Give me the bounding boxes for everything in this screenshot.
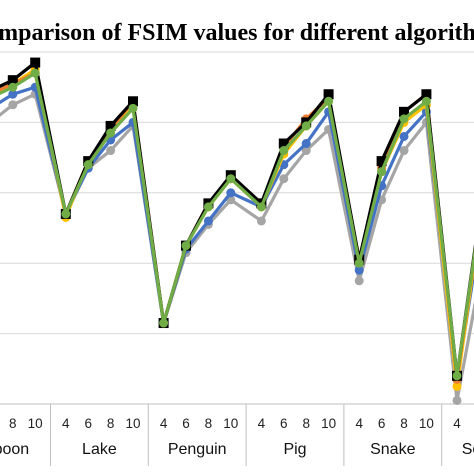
- data-point: [377, 167, 387, 177]
- data-point: [399, 106, 409, 117]
- x-tick-label: 4: [453, 416, 461, 431]
- x-group-label: Lake: [82, 441, 117, 458]
- x-axis-labels: 46810Baboon46810Lake46810Penguin46810Pig…: [0, 416, 474, 458]
- x-tick-label: 10: [28, 416, 43, 431]
- x-group-label: Penguin: [168, 441, 227, 458]
- data-point: [256, 202, 266, 212]
- x-tick-label: 8: [205, 416, 213, 431]
- chart-title: Comparison of FSIM values for different …: [0, 20, 474, 46]
- data-point: [8, 100, 18, 110]
- data-point: [452, 381, 462, 391]
- x-axis: [0, 403, 474, 466]
- data-point: [226, 188, 236, 198]
- x-tick-label: 10: [419, 416, 434, 431]
- data-point: [203, 202, 213, 212]
- data-point: [128, 103, 138, 113]
- x-tick-label: 10: [321, 416, 336, 431]
- data-point: [7, 75, 18, 86]
- data-point: [376, 156, 387, 167]
- data-point: [106, 128, 116, 138]
- data-point: [30, 68, 40, 78]
- data-point: [181, 241, 191, 251]
- series-line: [0, 71, 474, 378]
- x-tick-label: 10: [125, 416, 140, 431]
- x-tick-label: 4: [258, 416, 266, 431]
- data-point: [83, 160, 93, 170]
- data-point: [301, 146, 311, 156]
- data-point: [8, 82, 18, 92]
- data-point: [354, 265, 364, 275]
- data-point: [399, 114, 409, 124]
- data-point: [421, 96, 431, 106]
- x-group-label: Snake: [370, 441, 415, 458]
- data-point: [106, 146, 116, 156]
- data-point: [324, 96, 334, 106]
- data-point: [256, 216, 266, 226]
- data-point: [30, 57, 41, 68]
- x-tick-label: 10: [223, 416, 238, 431]
- series-layer: [0, 57, 474, 405]
- data-point: [323, 89, 334, 100]
- data-point: [203, 216, 213, 226]
- data-point: [354, 276, 364, 286]
- x-tick-label: 8: [400, 416, 408, 431]
- data-point: [279, 146, 289, 156]
- x-tick-label: 6: [378, 416, 386, 431]
- x-tick-label: 6: [280, 416, 288, 431]
- data-point: [105, 120, 116, 131]
- data-point: [354, 258, 364, 268]
- gridlines: [0, 51, 474, 335]
- data-point: [159, 318, 169, 328]
- x-tick-label: 6: [182, 416, 190, 431]
- x-tick-label: 8: [9, 416, 17, 431]
- data-point: [399, 146, 409, 156]
- series-6: [0, 68, 474, 381]
- data-point: [278, 138, 289, 149]
- x-tick-label: 4: [160, 416, 168, 431]
- data-point: [8, 89, 18, 99]
- x-group-label: Soldiers: [462, 441, 474, 458]
- x-group-label: Baboon: [0, 441, 29, 458]
- data-point: [399, 131, 409, 141]
- data-point: [128, 96, 138, 107]
- data-point: [301, 121, 311, 131]
- x-tick-label: 8: [107, 416, 115, 431]
- data-point: [279, 174, 289, 184]
- data-point: [301, 139, 311, 149]
- x-tick-label: 8: [302, 416, 310, 431]
- x-group-label: Pig: [283, 441, 306, 458]
- data-point: [452, 371, 462, 381]
- x-tick-label: 4: [355, 416, 363, 431]
- x-tick-label: 4: [62, 416, 70, 431]
- x-tick-label: 6: [84, 416, 92, 431]
- data-point: [421, 89, 432, 100]
- data-point: [61, 209, 71, 219]
- data-point: [226, 174, 236, 184]
- data-point: [452, 395, 462, 405]
